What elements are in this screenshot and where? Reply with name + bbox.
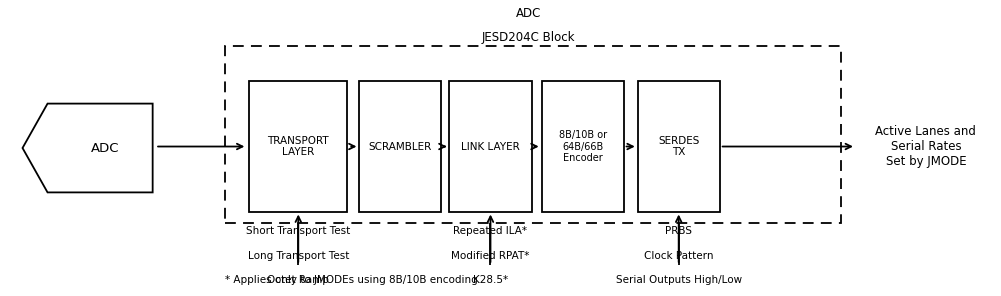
Text: Serial Outputs High/Low: Serial Outputs High/Low bbox=[616, 275, 742, 285]
Bar bbox=[359, 81, 441, 212]
Text: TRANSPORT
LAYER: TRANSPORT LAYER bbox=[267, 136, 329, 157]
Bar bbox=[542, 81, 624, 212]
Text: Active Lanes and
Serial Rates
Set by JMODE: Active Lanes and Serial Rates Set by JMO… bbox=[876, 125, 976, 168]
Bar bbox=[225, 46, 841, 223]
Text: LINK LAYER: LINK LAYER bbox=[461, 141, 520, 152]
Text: Clock Pattern: Clock Pattern bbox=[644, 251, 714, 261]
Text: Repeated ILA*: Repeated ILA* bbox=[453, 226, 528, 237]
Bar bbox=[249, 81, 347, 212]
Text: * Applies only to JMODEs using 8B/10B encoding: * Applies only to JMODEs using 8B/10B en… bbox=[225, 275, 477, 285]
Text: SCRAMBLER: SCRAMBLER bbox=[368, 141, 432, 152]
Text: ADC: ADC bbox=[516, 7, 542, 20]
Bar bbox=[449, 81, 532, 212]
Text: Long Transport Test: Long Transport Test bbox=[247, 251, 349, 261]
Text: JESD204C Block: JESD204C Block bbox=[481, 30, 576, 44]
Text: ADC: ADC bbox=[91, 141, 119, 155]
Text: Short Transport Test: Short Transport Test bbox=[246, 226, 350, 237]
Bar bbox=[638, 81, 720, 212]
Text: PRBS: PRBS bbox=[666, 226, 692, 237]
Text: Modified RPAT*: Modified RPAT* bbox=[451, 251, 530, 261]
Text: 8B/10B or
64B/66B
Encoder: 8B/10B or 64B/66B Encoder bbox=[559, 130, 607, 163]
Text: SERDES
TX: SERDES TX bbox=[658, 136, 700, 157]
Text: Octet Ramp: Octet Ramp bbox=[267, 275, 329, 285]
Text: K28.5*: K28.5* bbox=[472, 275, 509, 285]
